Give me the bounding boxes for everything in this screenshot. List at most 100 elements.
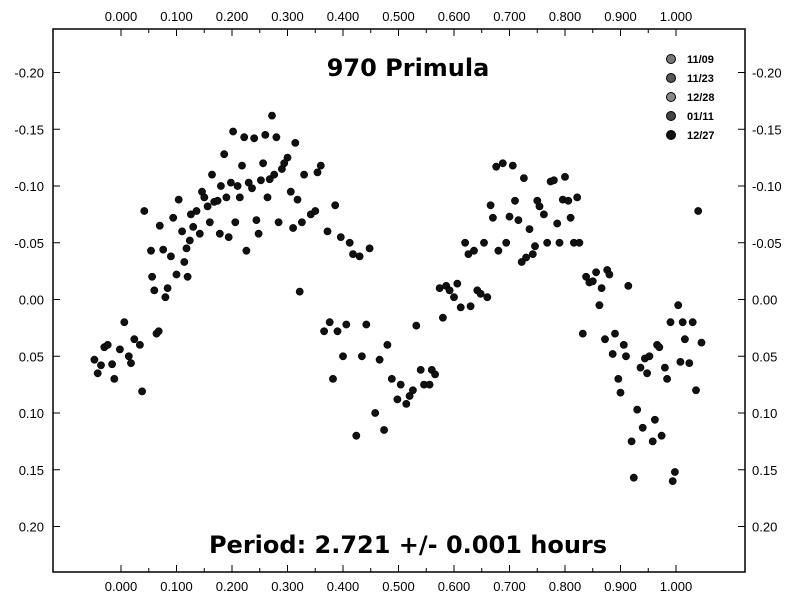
data-point (629, 473, 638, 482)
data-point (597, 284, 606, 292)
data-point (147, 246, 155, 255)
data-point (371, 409, 380, 417)
y-tick-label-left: -0.05 (14, 236, 44, 251)
data-point (220, 150, 229, 159)
data-point (185, 236, 194, 245)
legend-marker (666, 92, 676, 102)
data-point (135, 340, 144, 349)
data-point (453, 279, 462, 288)
data-point (645, 352, 654, 361)
data-point (494, 246, 503, 255)
legend-label: 11/09 (687, 54, 714, 66)
data-point (416, 365, 425, 374)
data-point (331, 201, 340, 210)
data-point (124, 352, 133, 361)
data-point (166, 252, 175, 261)
data-point (289, 224, 297, 232)
data-point (380, 426, 388, 434)
data-point (320, 327, 328, 336)
data-points (90, 111, 706, 485)
data-point (387, 374, 396, 383)
x-tick-label-top: 0.900 (604, 9, 637, 24)
data-point (252, 216, 261, 224)
data-point (208, 170, 216, 179)
data-point (195, 229, 204, 238)
data-point (90, 355, 99, 364)
data-point (633, 405, 642, 414)
x-tick-label-top: 0.500 (382, 9, 415, 24)
data-point (254, 229, 263, 238)
data-point (189, 222, 198, 231)
legend-marker (666, 111, 676, 121)
data-point (155, 221, 164, 230)
legend-marker (666, 54, 676, 64)
data-point (169, 213, 178, 222)
data-point (250, 134, 259, 143)
x-tick-label-bottom: 0.200 (216, 579, 249, 594)
x-tick-label-bottom: 1.000 (660, 579, 693, 594)
data-point (663, 374, 671, 383)
x-tick-label-bottom: 0.400 (327, 579, 360, 594)
data-point (110, 374, 119, 383)
data-point (180, 258, 189, 266)
data-point (235, 193, 244, 202)
data-point (466, 302, 475, 311)
data-point (396, 380, 405, 389)
data-point (108, 360, 116, 369)
data-point (522, 253, 530, 262)
data-point (697, 338, 706, 347)
data-point (140, 207, 149, 215)
data-point (425, 380, 434, 389)
y-tick-label-right: 0.15 (752, 463, 777, 478)
data-point (297, 218, 306, 227)
data-point (543, 238, 552, 247)
x-tick-label-bottom: 0.900 (604, 579, 637, 594)
data-point (240, 133, 249, 142)
data-point (316, 161, 325, 170)
data-point (402, 399, 411, 408)
data-point (130, 335, 139, 344)
data-point (561, 172, 569, 181)
data-point (550, 176, 558, 185)
data-point (651, 415, 659, 424)
data-point (323, 227, 332, 236)
data-point (514, 216, 523, 224)
data-point (280, 159, 289, 168)
data-point (616, 388, 625, 397)
data-point (205, 218, 214, 227)
data-point (215, 229, 224, 238)
axis-ticks: 0.000 0.000 0.100 0.100 0.200 0.200 0.300 0.300… (14, 9, 781, 594)
data-point (248, 184, 256, 193)
data-point (470, 246, 478, 255)
data-point (608, 350, 617, 358)
data-point (674, 301, 683, 310)
data-point (229, 127, 237, 136)
y-tick-label-right: 0.00 (752, 293, 777, 308)
data-point (97, 361, 105, 370)
y-tick-label-right: -0.05 (752, 236, 782, 251)
data-point (103, 340, 112, 349)
x-tick-label-bottom: 0.000 (105, 579, 138, 594)
data-point (605, 270, 614, 279)
data-point (242, 246, 251, 255)
y-tick-label-left: 0.05 (19, 349, 44, 364)
data-point (293, 195, 302, 204)
data-point (525, 225, 534, 233)
data-point (272, 133, 281, 142)
data-point (355, 252, 364, 261)
data-point (393, 395, 402, 404)
data-point (362, 320, 371, 329)
data-point (668, 477, 677, 485)
legend-label: 12/27 (687, 130, 715, 142)
data-point (222, 193, 231, 202)
data-point (192, 207, 201, 215)
data-point (445, 286, 454, 295)
data-point (412, 321, 421, 330)
data-point (685, 359, 694, 367)
data-point (676, 357, 685, 366)
y-tick-label-left: 0.20 (19, 520, 44, 535)
data-point (627, 437, 636, 446)
x-tick-label-top: 0.000 (105, 9, 138, 24)
